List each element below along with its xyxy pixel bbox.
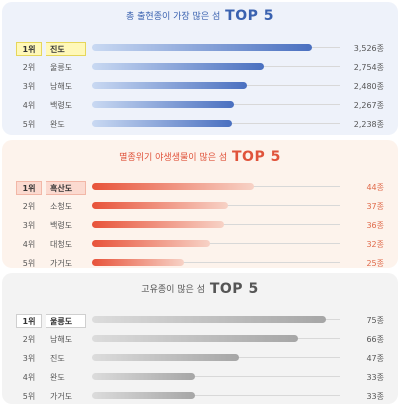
bar [92,259,184,266]
bar [92,101,234,108]
rank-label: 4위 [22,101,36,110]
rank-label: 1위 [16,42,42,56]
panel-title-emphasis: TOP 5 [209,281,259,297]
bar [92,221,224,228]
panel-endangered-species: 멸종위기 야생생물이 많은 섬 TOP 5 1위 흑산도 44종 2위 소청도 37종 3위… [2,140,398,268]
bar [92,44,312,51]
panel-title-emphasis: TOP 5 [225,8,274,24]
bar [92,82,247,89]
category-label: 대청도 [50,240,73,249]
bar-row: 2위 남해도 66종 [2,333,398,351]
bar [92,240,210,247]
category-label: 가거도 [50,259,73,268]
value-label: 37종 [366,202,384,211]
bar-row: 4위 백령도 2,267종 [2,99,398,117]
bar-row: 4위 대청도 32종 [2,238,398,256]
panel-title-text: 총 출현종이 가장 많은 섬 [126,12,221,22]
bar-row: 4위 완도 33종 [2,371,398,389]
bar-row: 3위 백령도 36종 [2,219,398,237]
rank-label: 4위 [22,240,36,249]
panel-title-emphasis: TOP 5 [232,149,281,165]
category-label: 울릉도 [46,314,86,328]
value-label: 2,754종 [353,63,384,72]
bar-track [92,395,340,396]
category-label: 백령도 [50,101,73,110]
value-label: 47종 [366,354,384,363]
value-label: 44종 [366,183,384,192]
bar [92,183,254,190]
value-label: 32종 [366,240,384,249]
rank-label: 5위 [22,392,36,401]
rank-label: 1위 [16,181,42,195]
bar-row: 5위 가거도 33종 [2,390,398,406]
category-label: 진도 [50,354,65,363]
bar-row: 5위 가거도 25종 [2,257,398,275]
value-label: 66종 [366,335,384,344]
value-label: 2,480종 [353,82,384,91]
bar-row: 3위 진도 47종 [2,352,398,370]
rank-label: 2위 [22,63,36,72]
rank-label: 4위 [22,373,36,382]
panel-title-text: 고유종이 많은 섬 [141,285,205,295]
panel-total-species: 총 출현종이 가장 많은 섬 TOP 5 1위 진도 3,526종 2위 울릉도 2,75… [2,2,398,135]
panel-title: 멸종위기 야생생물이 많은 섬 TOP 5 [2,149,398,165]
bar-row: 3위 남해도 2,480종 [2,80,398,98]
value-label: 3,526종 [353,44,384,53]
rank-label: 2위 [22,335,36,344]
bar [92,373,195,380]
bar [92,354,239,361]
rank-label: 3위 [22,354,36,363]
value-label: 2,267종 [353,101,384,110]
category-label: 가거도 [50,392,73,401]
bar-track [92,376,340,377]
bar-track [92,243,340,244]
category-label: 남해도 [50,335,73,344]
bar-track [92,262,340,263]
rank-label: 3위 [22,82,36,91]
value-label: 33종 [366,392,384,401]
bar-row: 2위 소청도 37종 [2,200,398,218]
bar [92,316,326,323]
panel-title: 고유종이 많은 섬 TOP 5 [2,281,398,297]
bar [92,392,195,399]
value-label: 2,238종 [353,120,384,129]
category-label: 완도 [50,120,65,129]
rank-label: 5위 [22,259,36,268]
bar-row: 1위 울릉도 75종 [2,314,398,332]
value-label: 36종 [366,221,384,230]
panel-title-text: 멸종위기 야생생물이 많은 섬 [119,153,228,163]
category-label: 백령도 [50,221,73,230]
category-label: 소청도 [50,202,73,211]
bar [92,120,232,127]
bar-row: 5위 완도 2,238종 [2,118,398,136]
rank-label: 1위 [16,314,42,328]
bar-row: 1위 흑산도 44종 [2,181,398,199]
bar-row: 1위 진도 3,526종 [2,42,398,60]
category-label: 흑산도 [46,181,86,195]
panel-endemic-species: 고유종이 많은 섬 TOP 5 1위 울릉도 75종 2위 남해도 66종 3위 진도 47종 4… [2,273,398,404]
bar-row: 2위 울릉도 2,754종 [2,61,398,79]
rank-label: 2위 [22,202,36,211]
category-label: 진도 [46,42,86,56]
value-label: 33종 [366,373,384,382]
category-label: 울릉도 [50,63,73,72]
bar [92,63,264,70]
category-label: 완도 [50,373,65,382]
value-label: 75종 [366,316,384,325]
value-label: 25종 [366,259,384,268]
category-label: 남해도 [50,82,73,91]
panel-title: 총 출현종이 가장 많은 섬 TOP 5 [2,8,398,24]
rank-label: 5위 [22,120,36,129]
bar [92,202,228,209]
bar [92,335,298,342]
rank-label: 3위 [22,221,36,230]
